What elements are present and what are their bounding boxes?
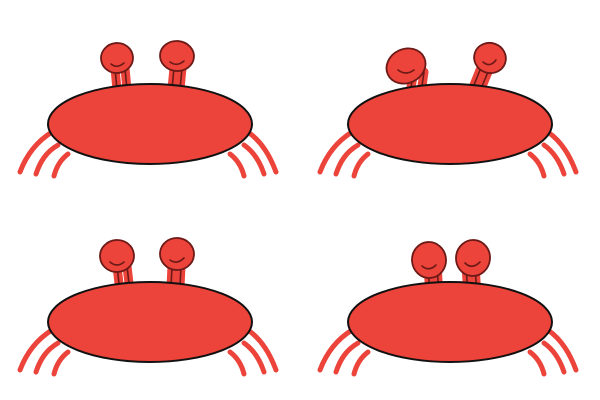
crab-leg [317,327,355,373]
crab-leg [527,151,547,179]
eye-head [100,42,134,74]
crab-legs [317,327,579,377]
crab-legs [317,129,579,179]
crab-body [347,83,553,165]
crab-icon [317,41,579,179]
crab-leg [333,142,361,177]
crab-icon [317,239,579,377]
eye-smile-line [482,59,497,66]
crab-body [347,281,553,363]
eye-head [99,239,135,273]
crab-leg [545,129,579,175]
crab-leg [527,349,547,377]
crab-leg [541,142,567,177]
crab-icon [17,40,279,179]
crab-leg [351,349,371,377]
crab-leg [227,349,247,377]
crab-leg [51,151,71,179]
crab-legs [17,327,279,377]
eye-head [473,41,507,75]
crab-leg [241,142,267,177]
crab-icon [17,237,279,377]
eye-head [385,47,427,85]
eye-head [159,40,195,72]
crab-leg [317,129,355,175]
crab-leg [351,151,371,179]
crab-body [47,83,253,165]
crab-leg [241,340,267,375]
crab-leg [33,142,61,177]
crab-leg [51,349,71,377]
eye-smile-line [464,261,481,268]
crab-leg [541,340,567,375]
crab-leg [333,340,361,375]
eye-smile-line [421,264,437,270]
eye-smile-line [109,261,125,266]
crab-leg [245,129,279,175]
crab-leg [17,327,55,373]
crab-leg [227,151,247,179]
crab-leg [17,129,55,175]
eye-smile-line [169,60,185,66]
eye-head [411,241,447,279]
eye-smile-line [397,69,415,74]
eye-head [159,237,195,271]
crab-body [47,281,253,363]
crab-leg [245,327,279,373]
crab-leg [545,327,579,373]
crab-legs [17,129,279,179]
crab-leg [33,340,61,375]
eye-head [455,239,491,277]
eye-smile-line [169,257,185,263]
eye-smile-line [110,62,125,68]
